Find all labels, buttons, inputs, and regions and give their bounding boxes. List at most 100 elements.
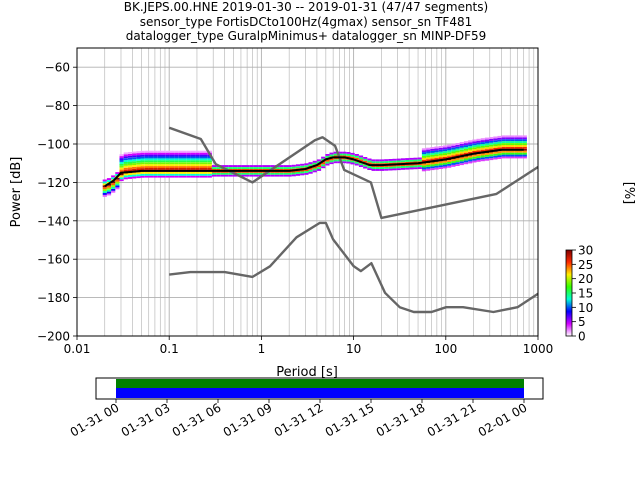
psd-cell	[174, 154, 179, 157]
psd-cell	[430, 154, 435, 157]
psd-cell	[392, 164, 397, 167]
psd-cell	[468, 144, 473, 147]
psd-cell	[258, 174, 263, 177]
psd-cell	[501, 145, 506, 147]
psd-cell	[123, 156, 128, 159]
colorbar-tick-label: 20	[578, 272, 593, 286]
psd-cell	[279, 174, 284, 177]
psd-cell	[497, 141, 502, 144]
psd-cell	[497, 151, 502, 154]
psd-cell	[400, 160, 406, 163]
psd-cell	[157, 152, 162, 155]
psd-cell	[463, 162, 469, 165]
psd-cell	[505, 139, 511, 142]
psd-cell	[522, 154, 527, 157]
psd-cell	[438, 153, 443, 156]
psd-cell	[165, 154, 170, 157]
series-line-noise-model-low	[169, 221, 539, 314]
psd-cell	[522, 156, 527, 159]
psd-cell	[354, 163, 359, 166]
psd-cell	[287, 167, 292, 169]
psd-cell	[148, 171, 154, 174]
psd-cell	[295, 172, 301, 174]
psd-cell	[430, 168, 435, 171]
psd-cell	[115, 183, 120, 186]
timeline-tick-label: 01-31 15	[323, 400, 377, 439]
psd-cell	[153, 160, 158, 163]
psd-cell	[426, 168, 431, 171]
psd-cell	[430, 149, 435, 151]
psd-cell	[186, 152, 191, 155]
psd-cell	[153, 175, 158, 178]
psd-cell	[434, 154, 439, 157]
psd-cell	[127, 173, 133, 175]
psd-cell	[510, 143, 515, 145]
psd-cell	[136, 174, 141, 177]
psd-cell	[522, 148, 527, 151]
psd-cell	[203, 166, 208, 168]
coverage-bar-segments	[116, 379, 524, 388]
psd-cell	[514, 152, 519, 155]
psd-cell	[447, 150, 452, 153]
psd-cell	[421, 156, 427, 158]
psd-cell	[430, 147, 435, 149]
psd-cell	[510, 141, 515, 143]
psd-cell	[463, 148, 469, 151]
psd-cell	[484, 137, 490, 140]
psd-cell	[455, 162, 460, 165]
psd-cell	[148, 160, 154, 163]
psd-cell	[455, 158, 460, 161]
psd-cell	[186, 164, 191, 167]
psd-cell	[468, 149, 473, 152]
psd-cell	[237, 165, 242, 167]
psd-cell	[472, 145, 477, 148]
psd-cell	[522, 146, 527, 149]
psd-cell	[489, 152, 494, 155]
psd-cell	[472, 154, 477, 157]
psd-cell	[358, 159, 364, 162]
psd-cell	[304, 169, 309, 171]
psd-cell	[182, 168, 187, 170]
psd-cell	[451, 147, 456, 150]
psd-cell	[493, 157, 498, 160]
psd-cell	[228, 165, 233, 167]
psd-cell	[136, 153, 141, 155]
psd-cell	[178, 162, 183, 165]
psd-cell	[232, 165, 238, 167]
psd-cell	[510, 152, 515, 155]
psd-cell	[442, 147, 448, 150]
psd-cell	[367, 158, 372, 161]
psd-cell	[358, 155, 364, 158]
colorbar-tick-label: 5	[578, 315, 586, 329]
psd-cell	[438, 165, 443, 168]
psd-cell	[510, 156, 515, 159]
psd-cell	[518, 156, 523, 159]
psd-cell	[199, 156, 204, 159]
psd-cell	[321, 156, 326, 159]
y-tick-label: −100	[37, 138, 70, 152]
psd-cell	[245, 174, 250, 177]
x-tick-label: 1000	[523, 342, 554, 356]
psd-cell	[325, 159, 330, 162]
psd-cell	[224, 174, 229, 177]
psd-cell	[241, 172, 246, 175]
psd-cell	[510, 150, 515, 153]
psd-cell	[161, 160, 166, 163]
psd-cell	[442, 164, 448, 167]
psd-cell	[321, 164, 326, 167]
psd-cell	[111, 187, 116, 189]
psd-cell	[216, 167, 221, 169]
psd-cell	[178, 156, 183, 159]
x-tick-label: 10	[346, 342, 361, 356]
psd-cell	[300, 171, 305, 174]
psd-cell	[245, 165, 250, 167]
psd-cell	[493, 146, 498, 148]
psd-cell	[447, 148, 452, 151]
psd-cell	[283, 172, 288, 175]
psd-cell	[468, 151, 473, 154]
psd-cell	[102, 194, 107, 197]
psd-cell	[241, 174, 246, 177]
psd-cell	[291, 170, 296, 173]
psd-cell	[421, 167, 427, 170]
psd-cell	[295, 164, 301, 167]
